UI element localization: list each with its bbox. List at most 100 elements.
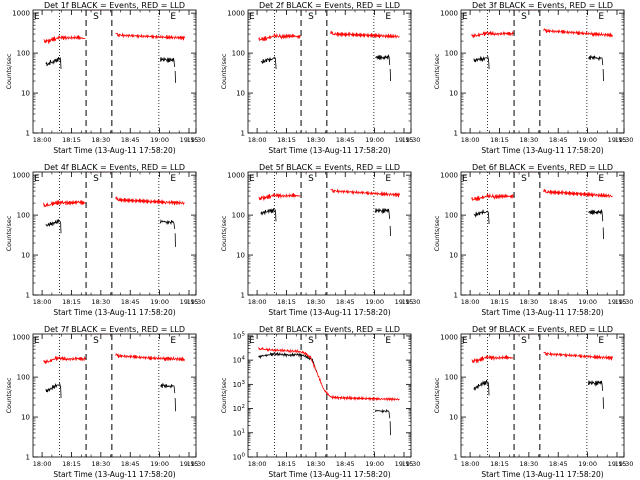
plot-frame: [32, 9, 197, 134]
event-marker-label: E: [462, 336, 468, 346]
y-tick-label: 100: [233, 453, 246, 462]
x-tick-label: 18:45: [336, 298, 355, 306]
x-tick-label: 19:30: [187, 298, 206, 306]
plot-frame: [247, 333, 412, 458]
panel-2: Det 2f BLACK = Events, RED = LLD Counts/s…: [220, 1, 420, 155]
x-tick-label: 19:00: [578, 460, 597, 468]
series-line: [160, 383, 176, 394]
x-tick-label: 19:00: [150, 298, 169, 306]
series-line: [115, 32, 185, 41]
series-line: [260, 57, 275, 64]
panel-title: Det 5f BLACK = Events, RED = LLD: [259, 163, 400, 172]
y-tick-label: 1000: [12, 172, 30, 180]
plot-frame: [460, 9, 625, 134]
series-line: [115, 196, 185, 206]
series-line: [588, 55, 604, 66]
x-tick-label: 19:15: [180, 298, 199, 306]
y-tick-label: 1000: [440, 172, 458, 180]
x-tick-label: 19:00: [365, 460, 384, 468]
event-marker-label: E: [462, 12, 468, 22]
event-marker-label: E: [249, 12, 255, 22]
x-axis-label: Start Time (13-Aug-11 17:58:20): [481, 146, 603, 155]
lld-series: [43, 10, 185, 44]
series-line: [258, 192, 301, 201]
event-marker-label: E: [249, 336, 255, 346]
series-line: [543, 351, 613, 361]
x-tick-label: 19:00: [578, 136, 597, 144]
x-tick-label: 18:00: [461, 460, 480, 468]
event-marker-label: S: [308, 12, 314, 22]
series-line: [330, 188, 400, 198]
x-tick-label: 19:15: [608, 460, 627, 468]
x-tick-label: 18:15: [490, 136, 509, 144]
event-marker-label: E: [170, 336, 176, 346]
y-tick-label: 100: [17, 374, 30, 382]
y-tick-label: 100: [445, 50, 458, 58]
y-axis-label: Counts/sec: [5, 215, 13, 251]
lld-series: [471, 172, 613, 202]
events-series: [258, 351, 391, 436]
y-axis-label: Counts/sec: [220, 53, 228, 89]
x-tick-label: 19:00: [365, 136, 384, 144]
series-line: [375, 53, 391, 66]
series-line: [159, 57, 176, 68]
series-line: [487, 210, 490, 224]
y-axis-label: Counts/sec: [5, 377, 13, 413]
event-marker-label: E: [170, 174, 176, 184]
x-tick-label: 18:45: [336, 136, 355, 144]
series-line: [487, 55, 490, 70]
plot-frame: [32, 333, 197, 458]
y-tick-label: 10: [21, 252, 30, 260]
x-tick-label: 18:15: [62, 298, 81, 306]
x-axis-label: Start Time (13-Aug-11 17:58:20): [268, 308, 390, 317]
x-tick-label: 18:30: [91, 136, 110, 144]
series-line: [45, 218, 60, 227]
x-tick-label: 19:00: [365, 298, 384, 306]
series-line: [374, 207, 391, 220]
panel-title: Det 3f BLACK = Events, RED = LLD: [472, 1, 613, 10]
series-line: [43, 199, 86, 208]
events-series: [473, 208, 604, 240]
series-line: [258, 346, 400, 403]
event-marker-label: E: [34, 336, 40, 346]
plot-frame: [460, 171, 625, 296]
y-tick-label: 100: [445, 212, 458, 220]
y-axis-label: Counts/sec: [220, 215, 228, 251]
x-tick-label: 18:00: [248, 136, 267, 144]
x-tick-label: 18:00: [33, 460, 52, 468]
y-tick-label: 104: [233, 356, 246, 365]
y-tick-label: 10: [21, 414, 30, 422]
panel-7: Det 7f BLACK = Events, RED = LLD Counts/s…: [5, 325, 205, 479]
x-tick-label: 19:15: [608, 136, 627, 144]
x-tick-label: 18:00: [248, 298, 267, 306]
panel-4: Det 4f BLACK = Events, RED = LLD Counts/s…: [5, 163, 205, 317]
y-tick-label: 100: [232, 50, 245, 58]
y-tick-label: 1: [26, 130, 30, 138]
panel-title: Det 9f BLACK = Events, RED = LLD: [472, 325, 613, 334]
plot-frame: [32, 171, 197, 296]
x-tick-label: 18:00: [33, 136, 52, 144]
event-marker-label: E: [385, 12, 391, 22]
y-tick-label: 1: [26, 292, 30, 300]
series-line: [45, 383, 60, 393]
event-marker-label: E: [385, 174, 391, 184]
y-tick-label: 105: [233, 331, 246, 340]
event-marker-label: E: [34, 12, 40, 22]
series-line: [588, 208, 604, 222]
series-line: [487, 382, 490, 396]
y-axis-label: Counts/sec: [433, 377, 441, 413]
x-tick-label: 19:30: [615, 136, 634, 144]
x-tick-label: 18:00: [248, 460, 267, 468]
y-tick-label: 1000: [440, 10, 458, 18]
event-marker-label: S: [93, 174, 99, 184]
panel-5: Det 5f BLACK = Events, RED = LLD Counts/s…: [220, 163, 420, 317]
event-marker-label: E: [598, 12, 604, 22]
y-tick-label: 100: [17, 50, 30, 58]
y-tick-label: 100: [445, 374, 458, 382]
x-tick-label: 18:30: [91, 298, 110, 306]
series-line: [59, 57, 62, 70]
series-line: [258, 32, 301, 42]
x-axis-label: Start Time (13-Aug-11 17:58:20): [268, 470, 390, 479]
events-series: [260, 207, 391, 237]
